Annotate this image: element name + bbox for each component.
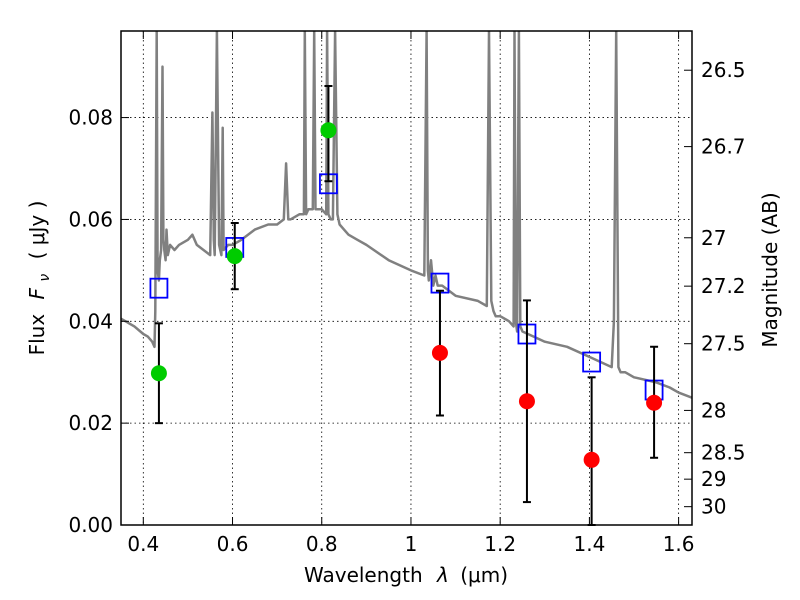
x-tick-label: 1 xyxy=(405,532,418,556)
detection-point xyxy=(226,248,243,265)
y2-tick-label: 30 xyxy=(701,495,726,519)
x-tick-label: 0.6 xyxy=(217,532,249,556)
y-axis-label: Flux F ν ( μJy ) xyxy=(25,201,54,356)
model-photometry-square xyxy=(149,277,169,299)
y2-tick-label: 27.2 xyxy=(701,274,746,298)
x-axis-label-symbol: λ xyxy=(436,563,449,587)
spectrum-line xyxy=(121,31,692,399)
spectrum-layer xyxy=(121,31,692,399)
plot-frame xyxy=(120,30,693,526)
y2-tick-label: 29 xyxy=(701,467,726,491)
x-axis-label-unit: (μm) xyxy=(460,563,508,587)
y-axis-label-unit: ( μJy ) xyxy=(25,201,49,260)
points-layer xyxy=(149,85,664,526)
x-tick-label: 1.6 xyxy=(663,532,695,556)
x-axis-label: Wavelength λ (μm) xyxy=(304,563,508,587)
y-axis-label-symbol: F xyxy=(25,287,49,299)
x-tick-label: 1.4 xyxy=(573,532,605,556)
axis-ticks: 0.4 0.6 0.8 1 1.2 1.4 1.6 0.00 0.02 0.04 0.06 0.08 2… xyxy=(68,31,746,556)
y2-tick-label: 27.5 xyxy=(701,332,746,356)
x-tick-label: 1.2 xyxy=(484,532,516,556)
y-tick-label: 0.08 xyxy=(68,106,113,130)
y-tick-label: 0.00 xyxy=(68,513,113,537)
nondetection-point xyxy=(431,344,448,361)
y-tick-label: 0.06 xyxy=(68,207,113,231)
y2-axis-label: Magnitude (AB) xyxy=(758,192,782,347)
y2-tick-label: 26.5 xyxy=(701,58,746,82)
x-axis-label-text: Wavelength xyxy=(304,563,423,587)
y-tick-label: 0.04 xyxy=(68,309,113,333)
nondetection-point xyxy=(646,394,663,411)
y-axis-label-subscript: ν xyxy=(37,274,53,282)
plot-area xyxy=(121,31,692,525)
detection-point xyxy=(150,365,167,382)
x-tick-label: 0.4 xyxy=(127,532,159,556)
x-tick-label: 0.8 xyxy=(306,532,338,556)
model-photometry-square xyxy=(582,351,602,373)
y2-tick-label: 27 xyxy=(701,226,726,250)
nondetection-point xyxy=(518,393,535,410)
y2-tick-label: 26.7 xyxy=(701,135,746,159)
nondetection-point xyxy=(583,451,600,468)
detection-point xyxy=(320,122,337,139)
y-axis-label-text: Flux xyxy=(25,314,49,356)
y2-tick-label: 28.5 xyxy=(701,441,746,465)
y2-tick-label: 28 xyxy=(701,398,726,422)
y-tick-label: 0.02 xyxy=(68,411,113,435)
